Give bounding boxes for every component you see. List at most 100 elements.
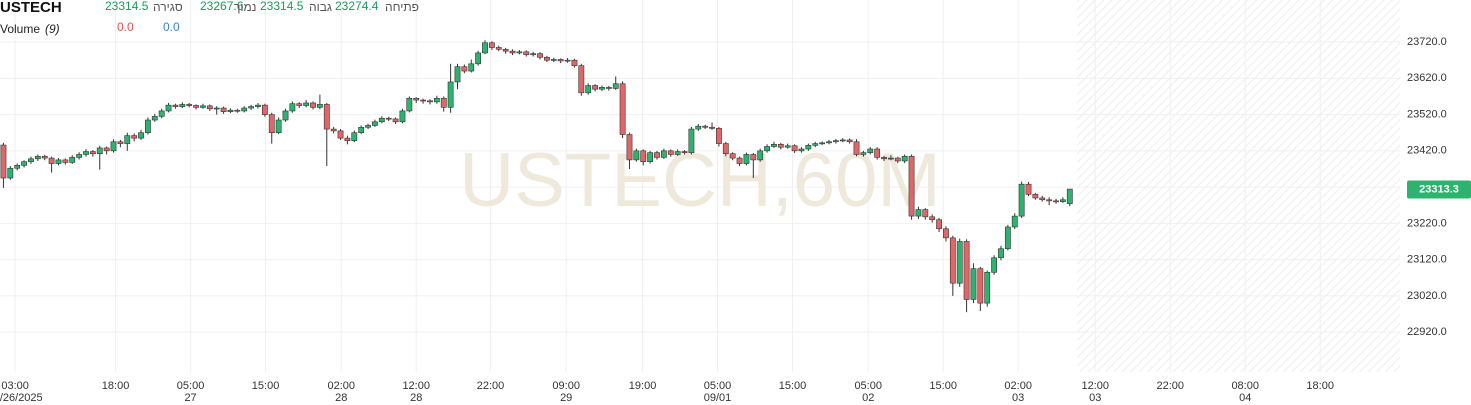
candle-body <box>949 237 956 284</box>
candle-body <box>200 105 206 108</box>
candle-body <box>1046 199 1053 202</box>
volume-value: 0.0 <box>117 20 134 34</box>
candle-body <box>908 155 915 217</box>
candle-body <box>330 128 337 132</box>
volume-average: 0.0 <box>163 20 180 34</box>
candle-body <box>234 109 241 112</box>
candle-body <box>48 157 55 164</box>
candle-body <box>812 143 819 146</box>
x-tick-label: 05:00 <box>854 380 882 392</box>
x-tick-label: 05:00 <box>177 380 205 392</box>
candle-body <box>716 128 722 144</box>
candle-body <box>791 145 798 152</box>
x-date-label: 04 <box>1239 392 1251 404</box>
candle-body <box>846 139 853 143</box>
candle-body <box>440 97 447 108</box>
candle-body <box>365 125 371 128</box>
candle-body <box>585 85 592 94</box>
candle-body <box>344 137 351 141</box>
candle-body <box>282 110 289 121</box>
candle-body <box>0 144 7 179</box>
candle-body <box>14 165 21 169</box>
candle-body <box>124 135 131 144</box>
candle-body <box>406 97 413 112</box>
candle-body <box>1053 200 1059 203</box>
candle-body <box>709 126 715 129</box>
candle-body <box>1059 199 1066 202</box>
candle-body <box>688 128 695 153</box>
volume-label: Volume <box>0 22 40 36</box>
high-value: 23314.5 <box>260 0 304 13</box>
candle-body <box>337 130 344 139</box>
x-tick-label: 22:00 <box>1156 380 1184 392</box>
candle-body <box>420 99 426 102</box>
last-price-label: 23313.3 <box>1419 183 1459 195</box>
close-label: סגירה <box>153 0 183 14</box>
x-tick-label: 02:00 <box>1004 380 1032 392</box>
low-label: נמוך <box>234 0 256 14</box>
candle-body <box>495 47 502 50</box>
candle-body <box>647 152 654 163</box>
high-label: גבוה <box>309 0 332 14</box>
y-tick-label: 22920.0 <box>1407 326 1447 338</box>
candle-body <box>654 152 660 158</box>
candle-body <box>578 65 585 94</box>
candle-body <box>317 104 323 108</box>
candle-body <box>206 105 213 110</box>
candle-body <box>805 145 812 150</box>
candle-body <box>117 141 124 144</box>
candle-body <box>722 143 729 155</box>
candle-body <box>901 155 908 162</box>
candle-body <box>516 51 523 54</box>
candle-body <box>777 144 784 148</box>
candle-body <box>729 153 736 159</box>
candle-body <box>633 150 640 161</box>
x-date-label: 08/26/2025 <box>0 392 43 404</box>
candle-body <box>956 241 963 284</box>
candle-body <box>874 148 881 158</box>
candle-body <box>241 107 248 112</box>
candle-body <box>702 125 709 128</box>
candle-body <box>764 146 770 152</box>
candle-body <box>599 87 605 90</box>
candle-body <box>922 209 929 218</box>
candles <box>0 40 1073 313</box>
candle-body <box>537 53 543 58</box>
candle-body <box>213 107 220 110</box>
low-value: 23267.6 <box>200 0 244 13</box>
candle-body <box>832 140 839 143</box>
x-date-label: 28 <box>335 392 347 404</box>
candle-body <box>784 145 791 148</box>
x-tick-label: 15:00 <box>929 380 957 392</box>
axes: 23720.023620.023520.023420.023320.023220… <box>0 36 1471 404</box>
candle-body <box>55 159 62 164</box>
x-tick-label: 09:00 <box>552 380 580 392</box>
x-date-label: 28 <box>410 392 422 404</box>
candle-body <box>523 51 530 56</box>
y-tick-label: 23520.0 <box>1407 108 1447 120</box>
candle-body <box>447 81 454 108</box>
candle-body <box>482 42 488 54</box>
candle-body <box>605 87 612 89</box>
candle-body <box>323 104 330 130</box>
candle-body <box>358 126 365 134</box>
candle-body <box>399 110 406 123</box>
candle-body <box>96 147 103 155</box>
x-tick-label: 03:00 <box>1 380 29 392</box>
candle-body <box>557 59 564 62</box>
candle-body <box>62 159 69 163</box>
candle-body <box>998 248 1004 259</box>
candle-body <box>145 119 151 134</box>
candle-body <box>248 106 255 109</box>
x-date-label: 29 <box>560 392 572 404</box>
candle-body <box>28 158 34 163</box>
candle-body <box>502 49 509 52</box>
y-tick-label: 23720.0 <box>1407 36 1447 48</box>
candle-body <box>255 104 261 107</box>
candle-body <box>929 216 936 221</box>
watermark: USTECH,60M <box>459 138 940 223</box>
candle-body <box>612 83 619 89</box>
candle-body <box>819 142 826 145</box>
